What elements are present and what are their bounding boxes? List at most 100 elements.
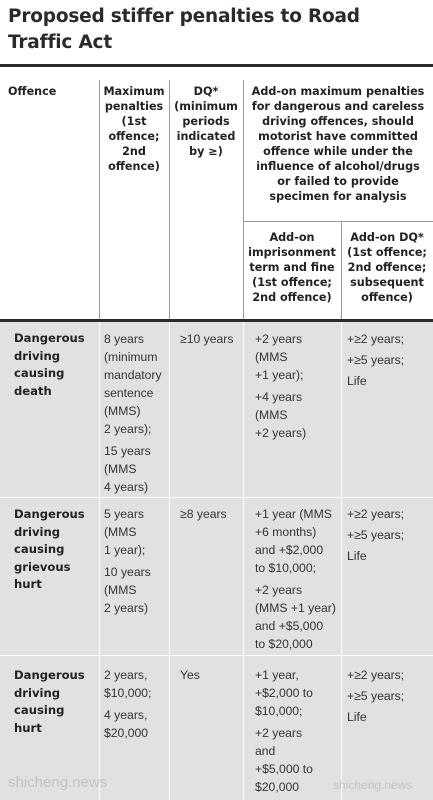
offence-line: hurt xyxy=(14,577,42,591)
text-line: (MMS xyxy=(104,525,137,539)
text-line: +$2,000 to xyxy=(255,686,313,700)
addon-imprisonment-hurt: +1 year, +$2,000 to $10,000; +2 years and +$5… xyxy=(255,666,341,796)
offence-line: death xyxy=(14,383,52,398)
text-line: 2 years); xyxy=(104,422,152,436)
text-line: (MMS) xyxy=(104,404,141,418)
text-line: Life xyxy=(347,374,367,388)
text-line: 8 years xyxy=(104,332,144,346)
text-line: 5 years xyxy=(104,507,144,521)
row-divider xyxy=(0,655,433,656)
header-line: for dangerous and careless xyxy=(251,100,425,113)
offence-death: Dangerous driving causing death xyxy=(14,330,94,400)
offence-line: Dangerous xyxy=(14,668,85,682)
text-line: 10 years xyxy=(104,565,151,579)
header-line: indicated xyxy=(176,130,236,143)
col-header-addon: Add-on maximum penalties for dangerous an… xyxy=(243,84,433,204)
header-line: Add-on xyxy=(269,231,315,244)
text-line: Life xyxy=(347,549,367,563)
header-line: (1st offence; xyxy=(252,276,332,289)
offence-hurt: Dangerous driving causing hurt xyxy=(14,667,94,737)
text-line: $20,000 xyxy=(255,780,300,794)
divider xyxy=(243,221,433,222)
watermark: shicheng.news xyxy=(333,778,413,792)
text-line: mandatory xyxy=(104,368,162,382)
addon-dq-death: +≥2 years; +≥5 years; Life xyxy=(347,330,433,393)
text-line: +2 years xyxy=(255,583,303,597)
addon-dq-grievous-hurt: +≥2 years; +≥5 years; Life xyxy=(347,505,433,568)
text-line: $20,000 xyxy=(104,726,149,740)
offence-line: driving xyxy=(14,348,61,363)
header-line: motorist have committed xyxy=(258,130,418,143)
text-line: and +$2,000 xyxy=(255,543,324,557)
header-line: 2nd offence; xyxy=(347,261,427,274)
text-line: 2 years) xyxy=(104,601,149,615)
text-line: +≥2 years; xyxy=(347,507,405,521)
offence-line: causing xyxy=(14,703,65,717)
text-line: +1 year (MMS xyxy=(255,507,332,521)
header-line: subsequent xyxy=(350,276,424,289)
header-line: periods xyxy=(182,115,230,128)
offence-line: driving xyxy=(14,524,61,539)
text-line: +1 year, xyxy=(255,668,299,682)
col-header-dq: DQ* (minimum periods indicated by ≥) xyxy=(169,84,243,159)
header-line: imprisonment xyxy=(248,246,336,259)
text-line: +2 years) xyxy=(255,426,307,440)
max-penalties-grievous-hurt: 5 years (MMS 1 year); 10 years (MMS 2 years) xyxy=(104,505,168,617)
text-line: +≥5 years; xyxy=(347,528,405,542)
header-line: offence) xyxy=(361,291,413,304)
text-line: to $10,000; xyxy=(255,561,316,575)
divider xyxy=(99,80,100,320)
header-line: Maximum xyxy=(103,85,165,98)
offence-line: grievous xyxy=(14,559,71,574)
header-line: term and fine xyxy=(249,261,335,274)
text-line: $10,000; xyxy=(255,704,303,718)
header-rule xyxy=(0,319,433,322)
header-line: offence; xyxy=(108,130,160,143)
header-line: by ≥) xyxy=(189,145,223,158)
offence-line: Dangerous xyxy=(14,507,85,521)
text-line: 15 years xyxy=(104,444,151,458)
divider xyxy=(243,322,244,800)
divider xyxy=(169,80,170,320)
text-line: $10,000; xyxy=(104,686,152,700)
text-line: (MMS xyxy=(104,462,137,476)
offence-grievous-hurt: Dangerous driving causing grievous hurt xyxy=(14,506,94,594)
header-line: offence while under the xyxy=(263,145,413,158)
divider xyxy=(341,322,342,800)
offence-line: driving xyxy=(14,685,61,700)
text-line: +2 years xyxy=(255,332,303,346)
col-header-max-penalties: Maximum penalties (1st offence; 2nd offence) xyxy=(99,84,169,174)
dq-hurt: Yes xyxy=(180,668,200,682)
divider xyxy=(99,322,100,800)
text-line: +4 years xyxy=(255,390,303,404)
header-line: DQ* xyxy=(193,85,219,98)
header-line: 2nd xyxy=(122,145,146,158)
col-header-addon-dq: Add-on DQ* (1st offence; 2nd offence; subse… xyxy=(341,230,433,305)
text-line: +$5,000 to xyxy=(255,762,313,776)
text-line: (minimum xyxy=(104,350,158,364)
title-rule xyxy=(0,64,433,67)
text-line: sentence xyxy=(104,386,154,400)
header-line: driving offences, should xyxy=(262,115,414,128)
offence-line: Dangerous xyxy=(14,331,85,345)
text-line: +≥5 years; xyxy=(347,353,405,367)
text-line: Life xyxy=(347,710,367,724)
text-line: +≥2 years; xyxy=(347,668,405,682)
offence-line: causing xyxy=(14,542,65,556)
text-line: and xyxy=(255,744,276,758)
header-line: specimen for analysis xyxy=(269,190,407,203)
page-title: Proposed stiffer penalties to Road Traff… xyxy=(8,6,360,53)
text-line: and +$5,000 xyxy=(255,619,324,633)
header-line: or failed to provide xyxy=(277,175,399,188)
header-line: offence) xyxy=(108,160,160,173)
header-line: (1st xyxy=(121,115,147,128)
text-line: (MMS +1 year) xyxy=(255,601,336,615)
col-header-addon-imprisonment: Add-on imprisonment term and fine (1st offe… xyxy=(243,230,341,305)
header-line: (minimum xyxy=(174,100,238,113)
dq-death: ≥10 years xyxy=(180,332,234,346)
col-header-offence: Offence xyxy=(8,85,57,98)
text-line: to $20,000 xyxy=(255,637,313,651)
text-line: (MMS xyxy=(255,408,288,422)
text-line: +1 year); xyxy=(255,368,304,382)
text-line: +2 years xyxy=(255,726,303,740)
